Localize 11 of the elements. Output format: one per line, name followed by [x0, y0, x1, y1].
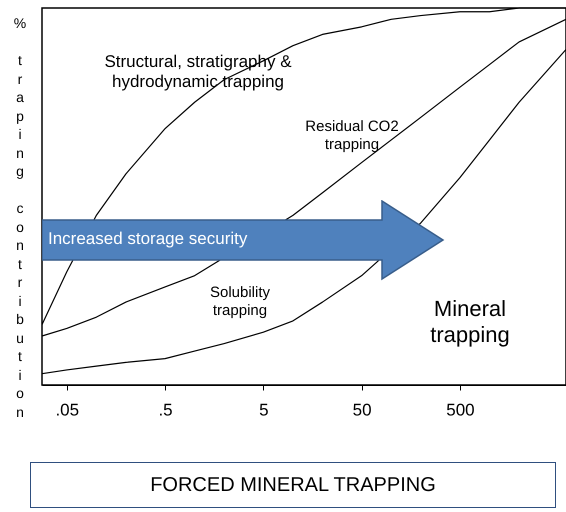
x-tick-label: .5	[158, 400, 173, 420]
text: % traping contribution	[14, 15, 26, 420]
x-tick-label: 50	[352, 400, 372, 420]
annotation: Increased storage security	[48, 229, 248, 250]
x-tick-label: .05	[55, 400, 80, 420]
annotation: Solubility trapping	[208, 284, 272, 320]
annotation: Residual CO2 trapping	[304, 118, 400, 154]
x-tick-label: 5	[259, 400, 269, 420]
x-tick-label: 500	[446, 400, 475, 420]
annotation: Mineral trapping	[429, 296, 511, 349]
x-axis-title: FORCED MINERAL TRAPPING	[30, 462, 556, 508]
